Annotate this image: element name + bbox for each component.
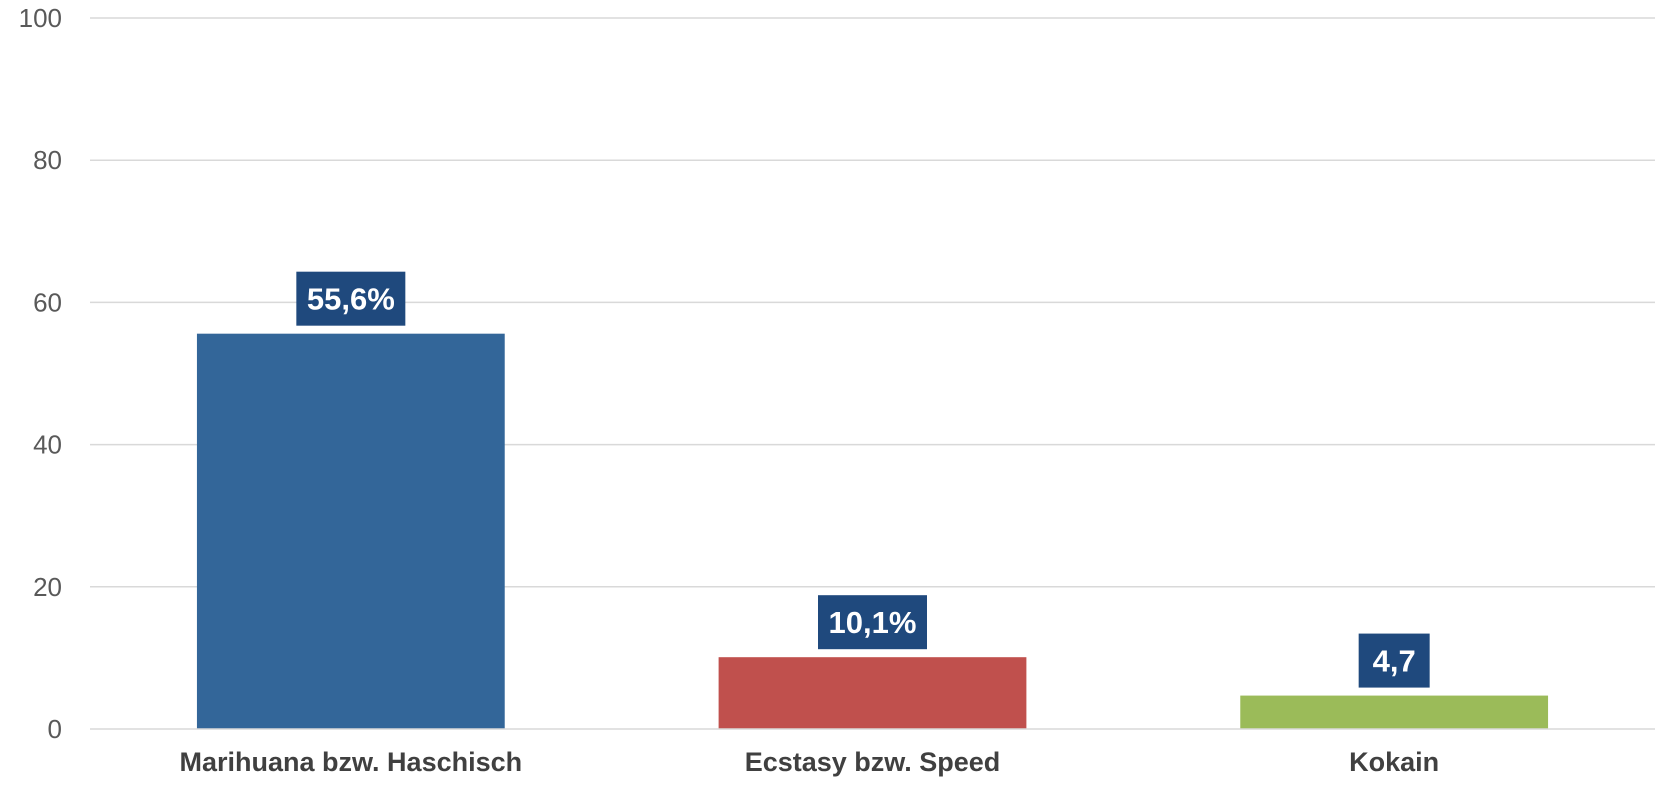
y-tick-label-100: 100 [19, 3, 62, 33]
data-label-2: 10,1% [829, 605, 917, 640]
data-label-box-2 [818, 595, 927, 650]
y-axis-ticks: 0 20 40 60 80 100 [19, 3, 62, 744]
data-label-box-1 [296, 271, 406, 326]
data-label-1: 55,6% [307, 282, 395, 317]
data-label-3: 4,7 [1373, 644, 1416, 679]
category-labels: Marihuana bzw. Haschisch Ecstasy bzw. Spe… [180, 747, 1440, 777]
category-label-1: Marihuana bzw. Haschisch [180, 747, 523, 777]
y-tick-label-60: 60 [33, 287, 62, 317]
bar-2 [718, 657, 1027, 729]
y-tick-label-0: 0 [48, 714, 62, 744]
y-tick-label-80: 80 [33, 145, 62, 175]
data-labels: 55,6% 10,1% 4,7 [296, 271, 1430, 688]
data-label-box-3 [1358, 633, 1430, 688]
bar-3 [1240, 695, 1549, 729]
bar-1 [196, 333, 505, 729]
category-label-3: Kokain [1349, 747, 1439, 777]
bars [196, 333, 1549, 729]
category-label-2: Ecstasy bzw. Speed [745, 747, 1001, 777]
y-tick-label-20: 20 [33, 572, 62, 602]
y-tick-label-40: 40 [33, 430, 62, 460]
